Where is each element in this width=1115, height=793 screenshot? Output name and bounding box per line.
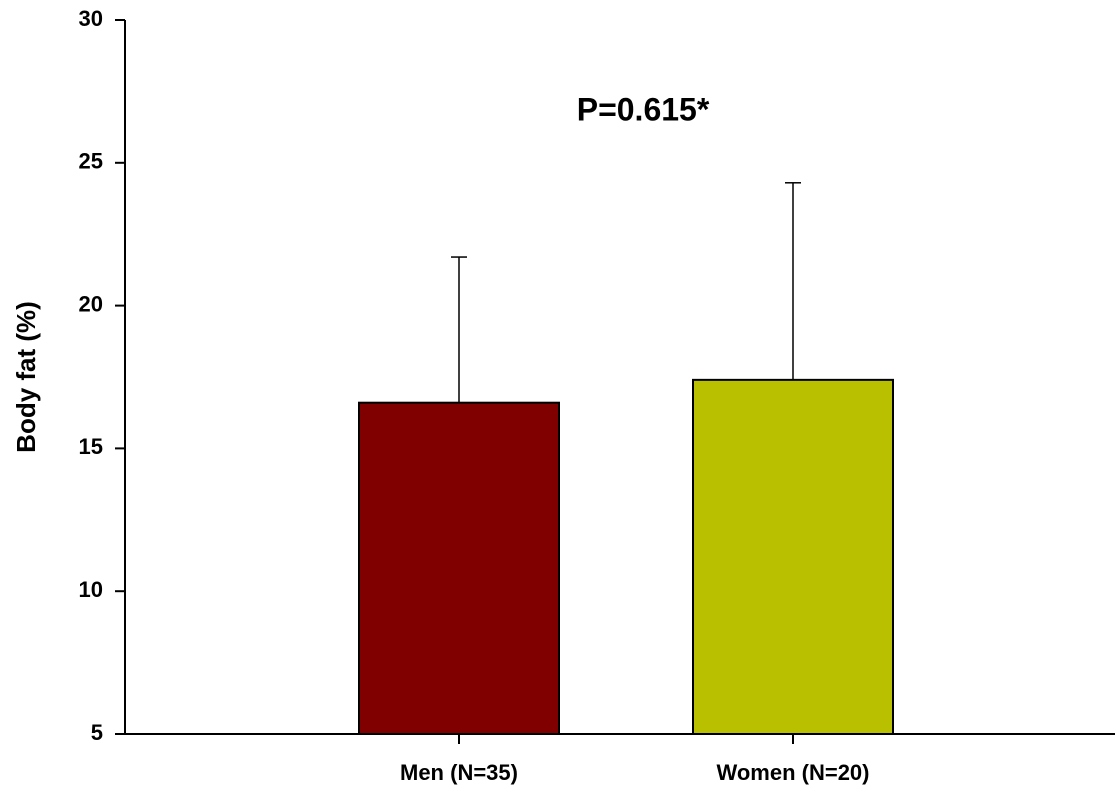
category-label: Women (N=20) bbox=[716, 760, 869, 785]
plot-area: 5 10 15 20 25 30 Men (N=35) Women (N=20) bbox=[79, 6, 1115, 785]
y-tick-label: 25 bbox=[79, 149, 103, 174]
p-value-annotation: P=0.615* bbox=[577, 91, 710, 127]
y-tick-label: 20 bbox=[79, 291, 103, 316]
y-tick-label: 30 bbox=[79, 6, 103, 31]
y-tick-label: 10 bbox=[79, 577, 103, 602]
y-axis-title: Body fat (%) bbox=[11, 301, 41, 453]
y-tick-label: 5 bbox=[91, 720, 103, 745]
bar bbox=[358, 401, 560, 735]
bar bbox=[692, 378, 894, 735]
category-label: Men (N=35) bbox=[400, 760, 518, 785]
y-tick-label: 15 bbox=[79, 434, 103, 459]
